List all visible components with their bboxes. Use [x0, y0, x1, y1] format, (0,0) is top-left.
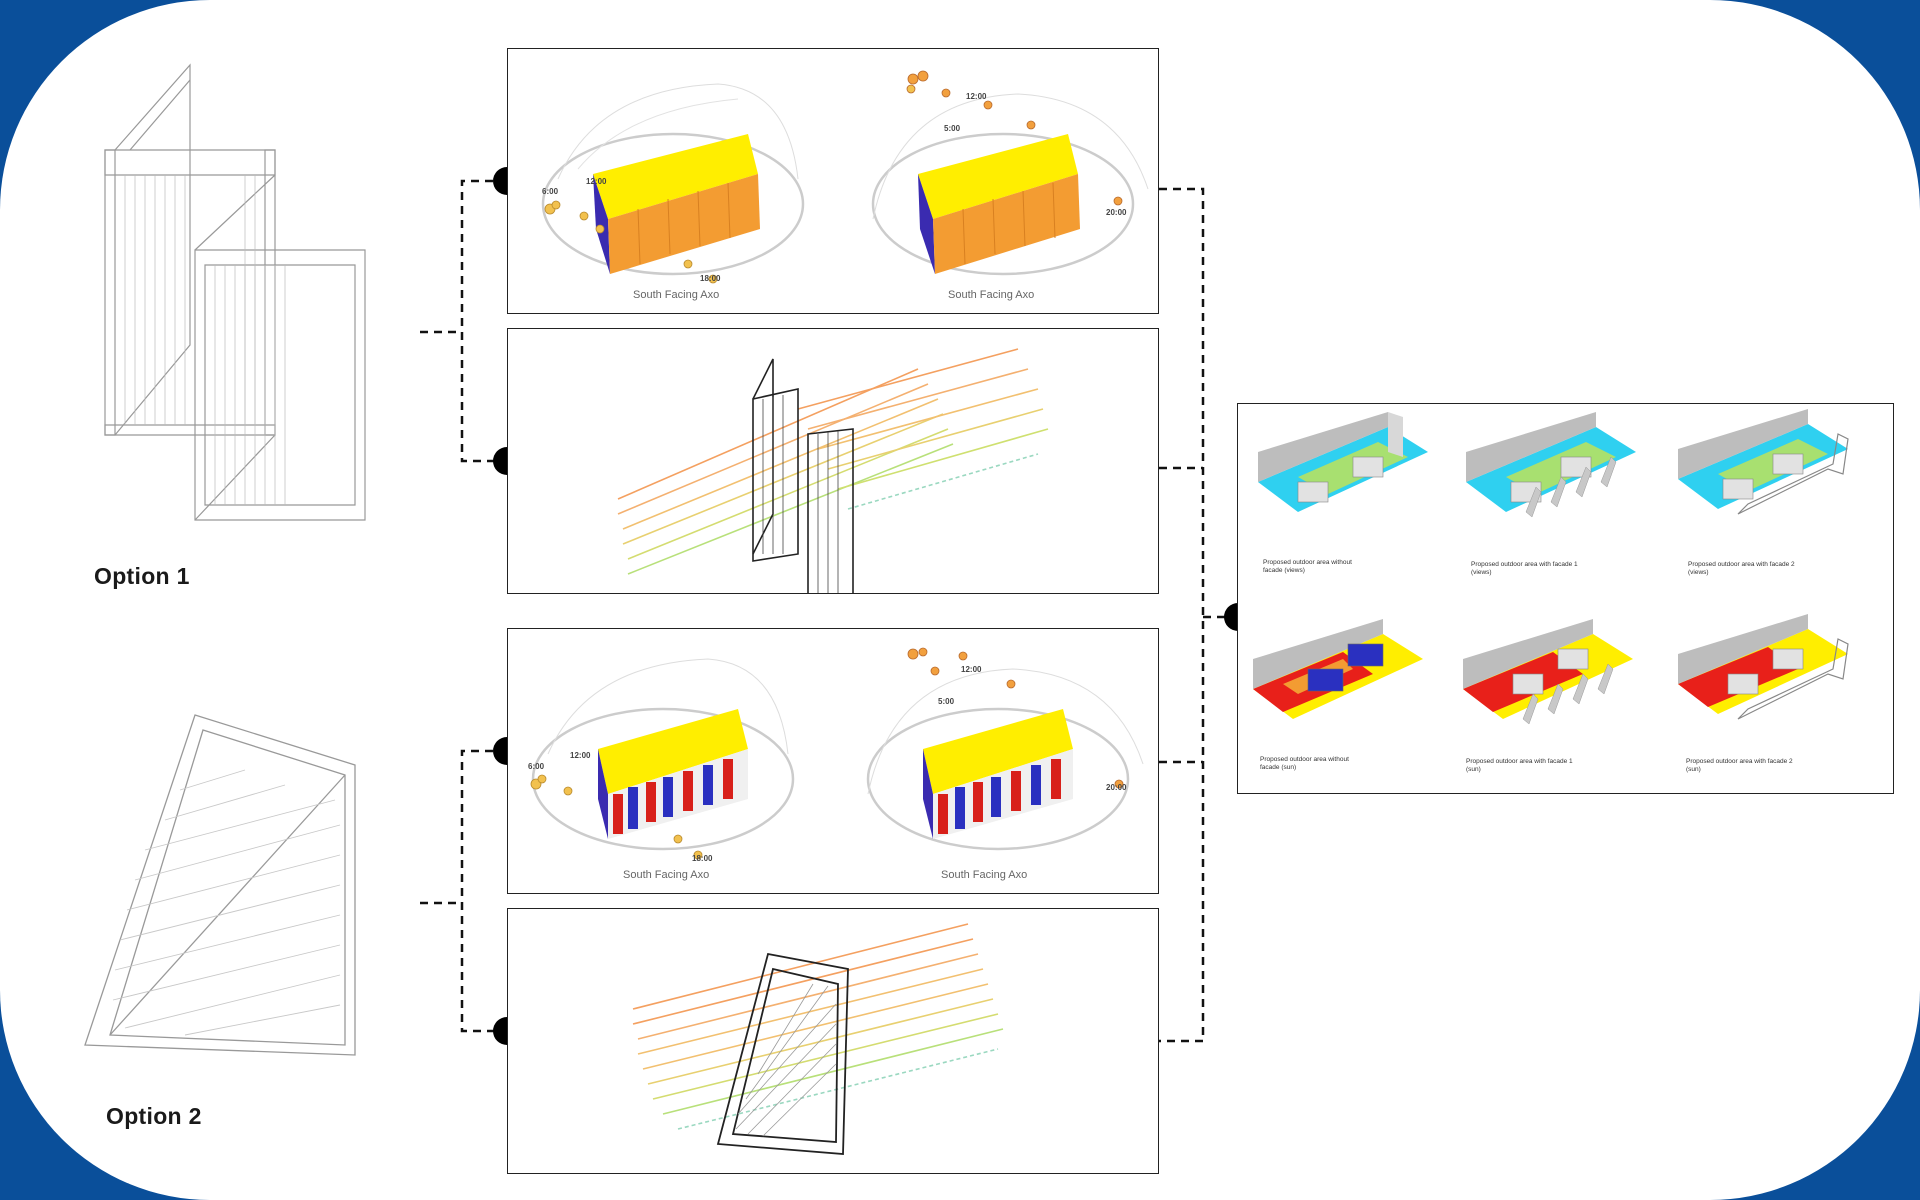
sun-time-label: 20:00 — [1106, 783, 1127, 792]
sun-path-diagram-right — [871, 70, 1149, 276]
wind-analysis-panel-option-2 — [507, 908, 1159, 1174]
option-2-label: Option 2 — [106, 1103, 202, 1129]
axo-caption: South Facing Axo — [633, 289, 720, 301]
sun-analysis-panel-option-2: 6:00 12:00 18:00 South Facing Axo 12:00 … — [507, 628, 1159, 894]
result-sun-facade-1 — [1463, 619, 1633, 725]
sun-time-label: 12:00 — [586, 177, 607, 186]
result-view-no-facade — [1258, 412, 1428, 512]
option-1-facade-model — [104, 63, 366, 521]
sun-time-label: 6:00 — [542, 187, 559, 196]
axo-caption: South Facing Axo — [941, 869, 1028, 881]
result-sun-facade-2 — [1678, 614, 1849, 720]
option-1-label: Option 1 — [94, 563, 190, 589]
sun-path-diagram-left — [530, 658, 795, 860]
wind-analysis-panel-option-1 — [507, 328, 1159, 594]
sun-time-label: 5:00 — [938, 697, 955, 706]
axo-caption: South Facing Axo — [623, 869, 710, 881]
option-2-facade-model — [84, 714, 356, 1056]
outdoor-area-results-panel: Proposed outdoor area without facade (vi… — [1237, 403, 1894, 794]
sun-path-diagram-right — [866, 647, 1144, 851]
sun-time-label: 12:00 — [961, 665, 982, 674]
axo-caption: South Facing Axo — [948, 289, 1035, 301]
result-caption: Proposed outdoor area with facade 2 (sun… — [1686, 758, 1793, 773]
result-sun-no-facade — [1253, 619, 1423, 719]
sun-time-label: 6:00 — [528, 762, 545, 771]
sun-time-label: 5:00 — [944, 124, 961, 133]
wind-vector-field — [632, 923, 1004, 1155]
wind-vector-field — [617, 348, 1049, 593]
sun-time-label: 12:00 — [966, 92, 987, 101]
result-caption: Proposed outdoor area with facade 1 (sun… — [1466, 758, 1573, 773]
result-caption: Proposed outdoor area with facade 2 (vie… — [1688, 561, 1795, 576]
result-caption: Proposed outdoor area without facade (su… — [1260, 756, 1349, 771]
sun-time-label: 20:00 — [1106, 208, 1127, 217]
sun-time-label: 18:00 — [692, 854, 713, 863]
result-caption: Proposed outdoor area with facade 1 (vie… — [1471, 561, 1578, 576]
sun-time-label: 12:00 — [570, 751, 591, 760]
result-view-facade-1 — [1466, 412, 1636, 518]
sun-time-label: 18:00 — [700, 274, 721, 283]
sun-analysis-panel-option-1: 6:00 12:00 18:00 South Facing Axo 12:00 … — [507, 48, 1159, 314]
result-view-facade-2 — [1678, 409, 1849, 515]
sun-path-diagram-left — [541, 83, 805, 284]
result-caption: Proposed outdoor area without facade (vi… — [1263, 559, 1352, 574]
